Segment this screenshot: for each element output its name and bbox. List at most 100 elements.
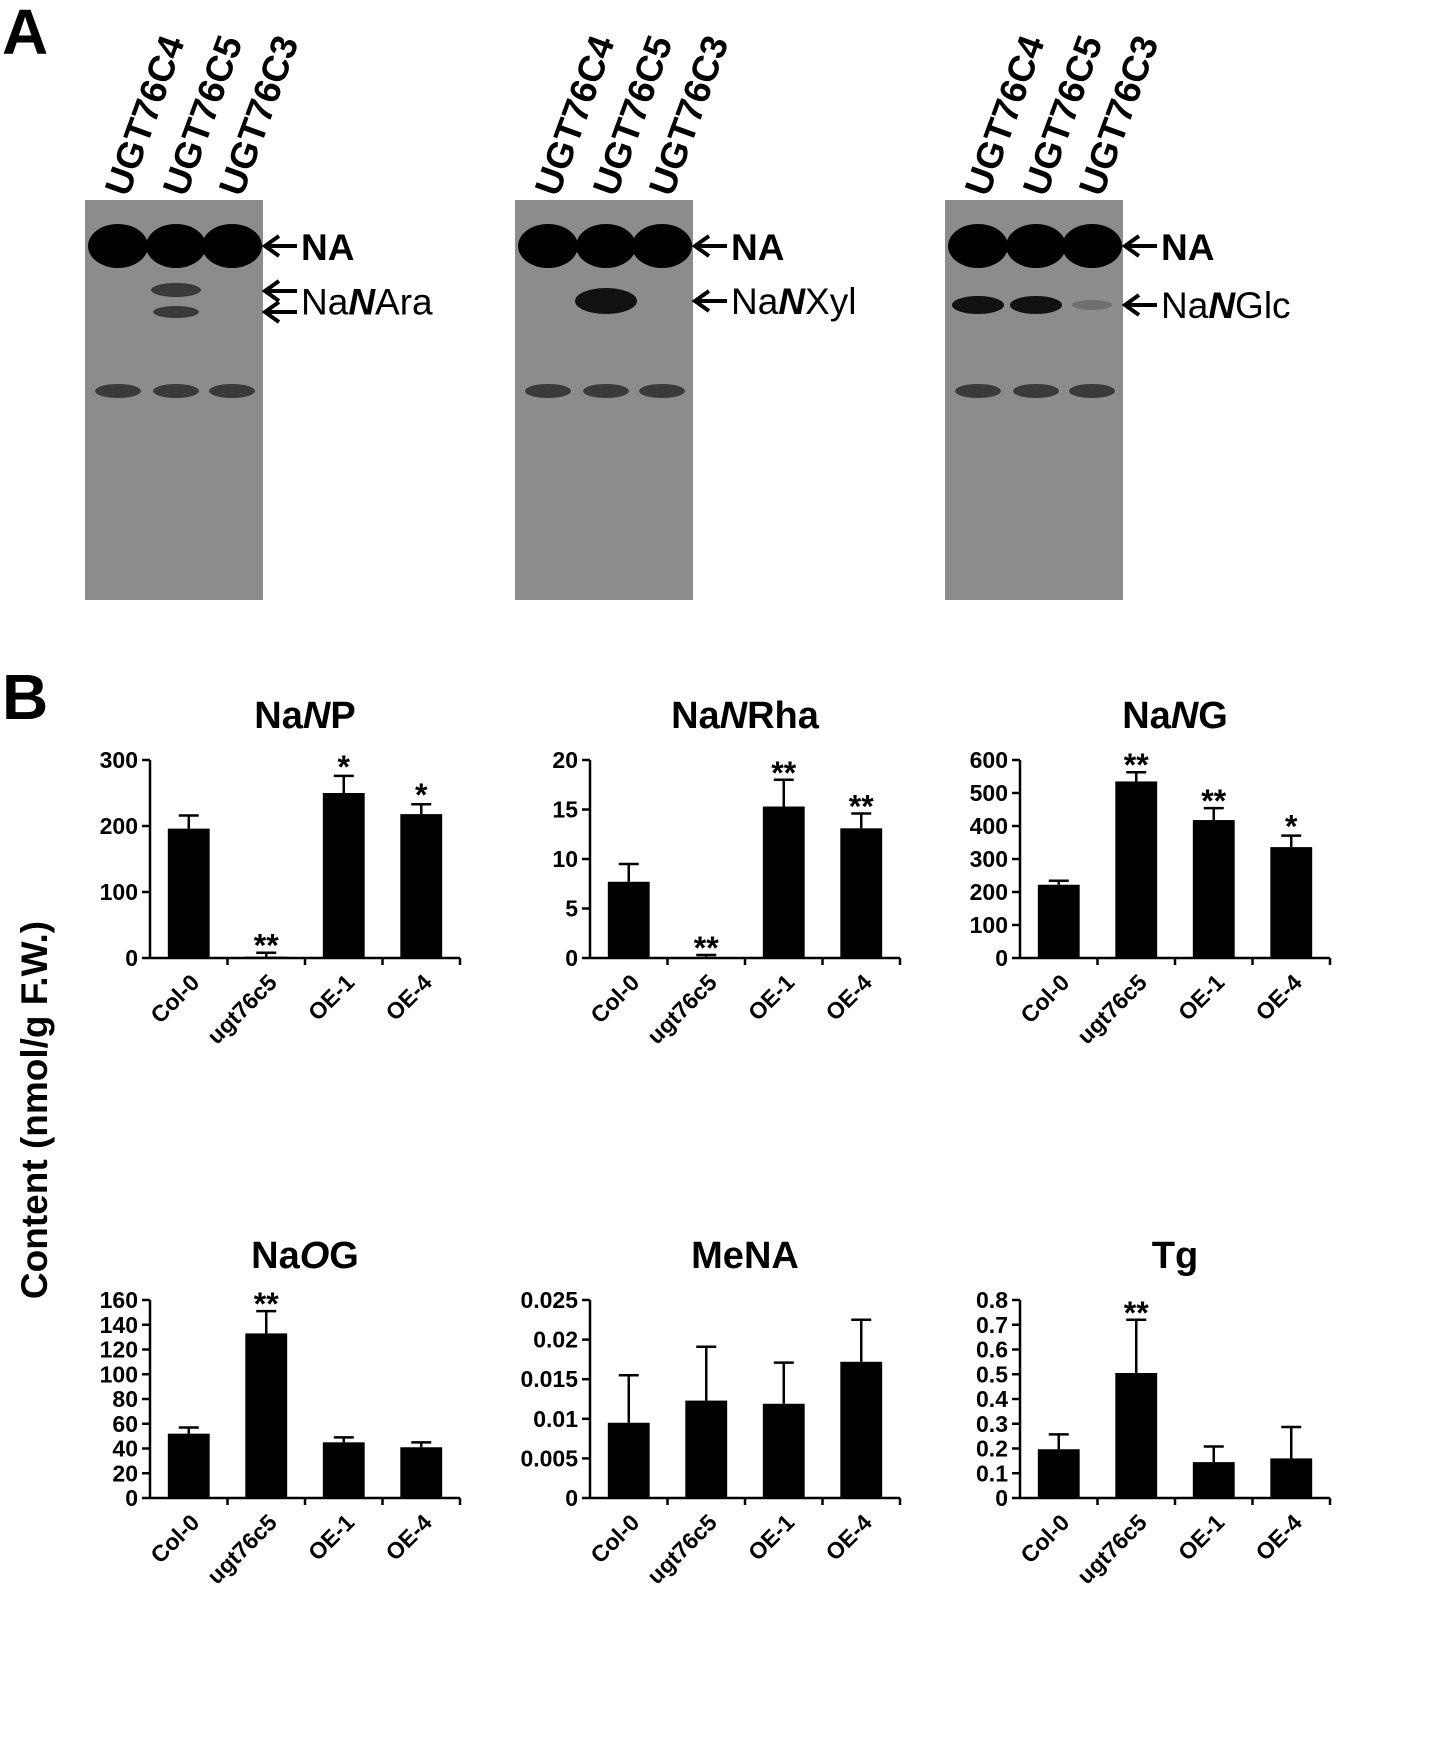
bar [1115, 1373, 1158, 1498]
gel-band-mid [95, 384, 141, 398]
y-tick-label: 0.025 [520, 1287, 578, 1313]
bar [1192, 820, 1235, 958]
y-axis-title-text: Content (nmol/g F.W.) [14, 920, 55, 1300]
y-tick-label: 0 [125, 1485, 138, 1511]
x-tick-label: Col-0 [145, 1509, 204, 1568]
chart-title: NaOG [251, 1235, 359, 1277]
x-tick-label: OE-1 [743, 969, 799, 1025]
gel-label-product: NaNAra [301, 282, 433, 323]
bar [245, 956, 288, 959]
y-tick-label: 80 [112, 1386, 138, 1412]
chart-tg: Tg 0 0.1 0.2 0.3 0.4 0.5 0.6 0.7 0.8 Col-0 ** ugt76c… [930, 1235, 1400, 1740]
gel-band-product [151, 283, 201, 297]
gel-band-product [1072, 300, 1112, 310]
gel-band-product [1010, 296, 1062, 314]
y-tick-label: 300 [970, 846, 1008, 872]
gel-band-mid [955, 384, 1001, 398]
chart-title: NaNRha [671, 695, 820, 737]
gel-band-product [575, 288, 637, 314]
y-tick-label: 0.7 [976, 1312, 1008, 1338]
y-tick-label: 0.015 [520, 1366, 578, 1392]
y-tick-label: 100 [100, 879, 138, 905]
y-tick-label: 40 [112, 1436, 138, 1462]
bar [1037, 884, 1080, 958]
y-tick-label: 60 [112, 1411, 138, 1437]
bar [245, 1333, 288, 1498]
y-tick-label: 0.5 [976, 1361, 1008, 1387]
y-tick-label: 15 [552, 797, 578, 823]
gel-band-product [153, 306, 199, 318]
y-tick-label: 0.6 [976, 1337, 1008, 1363]
panel-label-a: A [2, 0, 49, 68]
gel-arrow-head [691, 234, 711, 258]
x-tick-label: OE-4 [380, 1509, 436, 1565]
y-tick-label: 0.02 [533, 1327, 578, 1353]
x-tick-label: OE-4 [380, 969, 436, 1025]
significance-mark: ** [254, 1286, 279, 1322]
bar [607, 1422, 650, 1498]
bar [1270, 847, 1313, 958]
y-tick-label: 0 [565, 945, 578, 971]
gel-arrow-head [261, 279, 281, 303]
panel-label-b: B [2, 661, 49, 733]
y-tick-label: 120 [100, 1337, 138, 1363]
bar-chart-svg: NaNG 0 100 200 300 400 500 600 Col-0 ** ugt76c5 ** O… [970, 695, 1332, 1049]
y-tick-label: 0.1 [976, 1460, 1008, 1486]
y-tick-label: 5 [565, 896, 578, 922]
y-tick-label: 100 [100, 1361, 138, 1387]
gel-band-mid [525, 384, 571, 398]
x-tick-label: ugt76c5 [642, 969, 722, 1049]
x-tick-label: OE-1 [1173, 969, 1229, 1025]
chart-nanrha: NaNRha 0 5 10 15 20 Col-0 ** ugt76c5 ** OE-1 ** OE-4 [500, 695, 970, 1200]
chart-title: Tg [1152, 1235, 1198, 1277]
significance-mark: ** [1124, 747, 1149, 783]
y-tick-label: 140 [100, 1312, 138, 1338]
bar [685, 957, 728, 959]
gel-band-mid [1069, 384, 1115, 398]
y-tick-label: 20 [552, 747, 578, 773]
gel-arrow-head [1121, 234, 1141, 258]
y-tick-label: 200 [100, 813, 138, 839]
chart-nanp: NaNP 0 100 200 300 Col-0 ** ugt76c5 * OE-1 * OE-4 [60, 695, 530, 1200]
gel-label-product: NaNGlc [1161, 285, 1291, 326]
bar [167, 1433, 210, 1498]
bar [400, 814, 443, 958]
bar [840, 1361, 883, 1498]
chart-title: NaNG [1122, 695, 1228, 737]
gel-band-na [88, 224, 148, 268]
chart-nang: NaNG 0 100 200 300 400 500 600 Col-0 ** ugt76c5 ** O… [930, 695, 1400, 1200]
bar [840, 828, 883, 958]
chart-title: MeNA [691, 1235, 799, 1277]
y-tick-label: 0 [995, 945, 1008, 971]
gel-arrow-head [691, 289, 711, 313]
bar-chart-svg: Tg 00.10.20.30.40.50.60.70.8 Col-0 ** ugt76c… [976, 1235, 1332, 1589]
x-tick-label: OE-4 [820, 1509, 876, 1565]
chart-mena: MeNA 0 0.005 0.01 0.015 0.02 0.025 Col-0 ugt76c5… [500, 1235, 970, 1740]
significance-mark: ** [1124, 1295, 1149, 1331]
x-tick-label: OE-1 [303, 1509, 359, 1565]
y-tick-label: 300 [100, 747, 138, 773]
gel-band-na [518, 224, 578, 268]
x-tick-label: OE-4 [820, 969, 876, 1025]
x-tick-label: OE-1 [743, 1509, 799, 1565]
y-tick-label: 100 [970, 912, 1008, 938]
gel-label-na: NA [301, 227, 354, 268]
x-tick-label: Col-0 [1015, 969, 1074, 1028]
y-tick-label: 0.01 [533, 1406, 578, 1432]
gel-image-glc: UGT76C4 UGT76C5 UGT76C3 NA NaNGlc [930, 0, 1400, 640]
gel-band-na [948, 224, 1008, 268]
gel-band-mid [153, 384, 199, 398]
bar [1192, 1462, 1235, 1498]
gel-band-na [146, 224, 206, 268]
gel-band-mid [209, 384, 255, 398]
gel-band-na [1006, 224, 1066, 268]
y-tick-label: 200 [970, 879, 1008, 905]
significance-mark: ** [1201, 783, 1226, 819]
chart-title: NaNP [254, 695, 355, 737]
significance-mark: ** [254, 928, 279, 964]
bar [607, 881, 650, 958]
bar [322, 1442, 365, 1498]
